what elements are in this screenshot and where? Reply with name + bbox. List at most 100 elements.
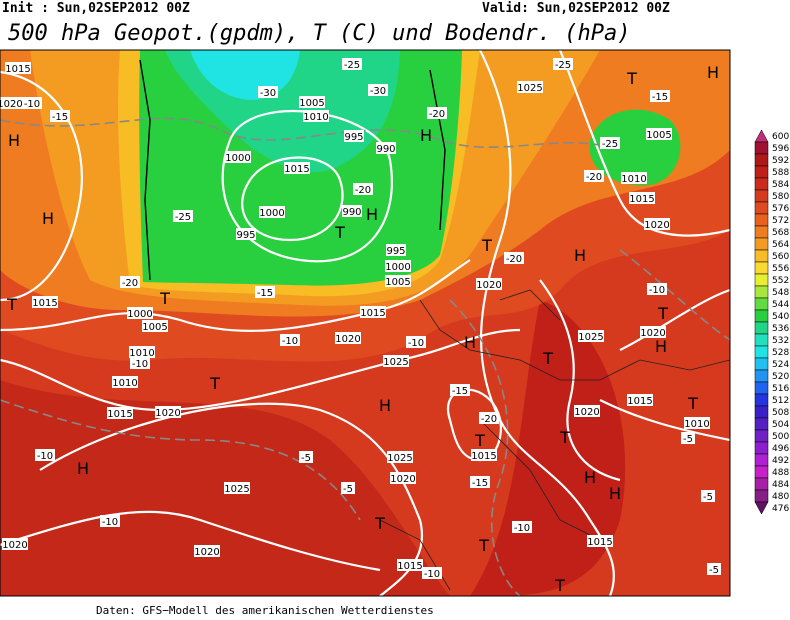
colorbar-label: 488	[772, 468, 789, 478]
pressure-center: T	[209, 374, 220, 393]
colorbar-label: 588	[772, 168, 789, 178]
colorbar-label: 532	[772, 336, 789, 346]
pressure-center: T	[657, 304, 668, 323]
contour-label: 1025	[383, 357, 408, 368]
contour-label: 1020	[155, 408, 180, 419]
colorbar-label: 492	[772, 456, 789, 466]
contour-label: 1025	[224, 484, 249, 495]
colorbar-label: 508	[772, 408, 789, 418]
colorbar-box	[754, 177, 769, 191]
label-box	[303, 110, 329, 122]
label-box	[681, 432, 695, 444]
label-box	[385, 275, 411, 287]
contour-label: 1000	[259, 208, 284, 219]
colorbar-label: 484	[772, 480, 789, 490]
contour-label: -10	[649, 285, 665, 296]
contour-label: 1015	[360, 308, 385, 319]
colorbar-box	[754, 417, 769, 431]
colorbar-label: 544	[772, 300, 789, 310]
label-box	[707, 563, 721, 575]
label-box	[587, 535, 613, 547]
colorbar-box	[754, 261, 769, 275]
label-box	[341, 482, 355, 494]
contour-label: -5	[683, 434, 693, 445]
pressure-center: T	[478, 536, 489, 555]
label-box	[353, 183, 373, 195]
colorbar-box	[754, 309, 769, 323]
label-box	[629, 192, 655, 204]
colorbar-label: 564	[772, 240, 789, 250]
contour-label: 1005	[385, 277, 410, 288]
label-box	[471, 449, 497, 461]
label-box	[155, 406, 181, 418]
contour-label: -20	[429, 109, 445, 120]
label-box	[299, 451, 313, 463]
colorbar-box	[754, 285, 769, 299]
contour-label: -20	[506, 254, 522, 265]
colorbar-label: 568	[772, 228, 789, 238]
colorbar-label: 600	[772, 132, 789, 142]
colorbar-box	[754, 321, 769, 335]
colorbar-box	[754, 489, 769, 503]
colorbar-label: 536	[772, 324, 789, 334]
contour-label: 1010	[129, 348, 154, 359]
label-box	[386, 244, 406, 256]
label-box	[383, 355, 409, 367]
label-box	[342, 205, 362, 217]
pressure-center: T	[334, 223, 345, 242]
contour-label: -30	[370, 86, 386, 97]
contour-label: 1015	[627, 396, 652, 407]
label-box	[621, 172, 647, 184]
pressure-center: H	[584, 468, 596, 487]
contour-label: -30	[260, 88, 276, 99]
colorbar-box	[754, 441, 769, 455]
colorbar-box	[754, 273, 769, 287]
contour-label: -5	[703, 492, 713, 503]
label-box	[259, 206, 285, 218]
pressure-center: T	[542, 349, 553, 368]
pressure-center: T	[481, 236, 492, 255]
label-box	[647, 283, 667, 295]
colorbar-box	[754, 201, 769, 215]
contour-label: -10	[282, 336, 298, 347]
colorbar-label: 540	[772, 312, 789, 322]
colorbar-label: 596	[772, 144, 789, 154]
contour-label: 995	[386, 246, 405, 257]
label-box	[120, 276, 140, 288]
contour-label: -20	[355, 185, 371, 196]
colorbar-box	[754, 153, 769, 167]
contour-label: -20	[481, 414, 497, 425]
colorbar-box	[754, 405, 769, 419]
label-box	[368, 84, 388, 96]
pressure-center: H	[8, 131, 20, 150]
contour-label: 1015	[471, 451, 496, 462]
colorbar-label: 576	[772, 204, 789, 214]
map-frame	[0, 49, 731, 597]
pressure-center: H	[707, 63, 719, 82]
contour-label: 1015	[587, 537, 612, 548]
contour-label: 1025	[517, 83, 542, 94]
label-box	[342, 58, 362, 70]
label-box	[0, 97, 23, 109]
colorbar-box	[754, 429, 769, 443]
contour-label: -10	[24, 99, 40, 110]
footer: Daten: GFS−Modell des amerikanischen Wet…	[96, 604, 434, 617]
label-box	[517, 81, 543, 93]
label-box	[640, 326, 666, 338]
contour-label: 1025	[578, 332, 603, 343]
contour-label: -15	[472, 478, 488, 489]
label-box	[406, 336, 426, 348]
colorbar-box	[754, 393, 769, 407]
colorbar-label: 512	[772, 396, 789, 406]
label-box	[600, 137, 620, 149]
contour-label: 990	[376, 144, 395, 155]
colorbar-box	[754, 237, 769, 251]
label-box	[32, 296, 58, 308]
colorbar-cap	[754, 501, 769, 515]
colorbar-label: 572	[772, 216, 789, 226]
label-box	[255, 286, 275, 298]
contour-label: 1020	[194, 547, 219, 558]
label-box	[335, 332, 361, 344]
contour-label: -15	[652, 92, 668, 103]
contour-label: -15	[452, 386, 468, 397]
